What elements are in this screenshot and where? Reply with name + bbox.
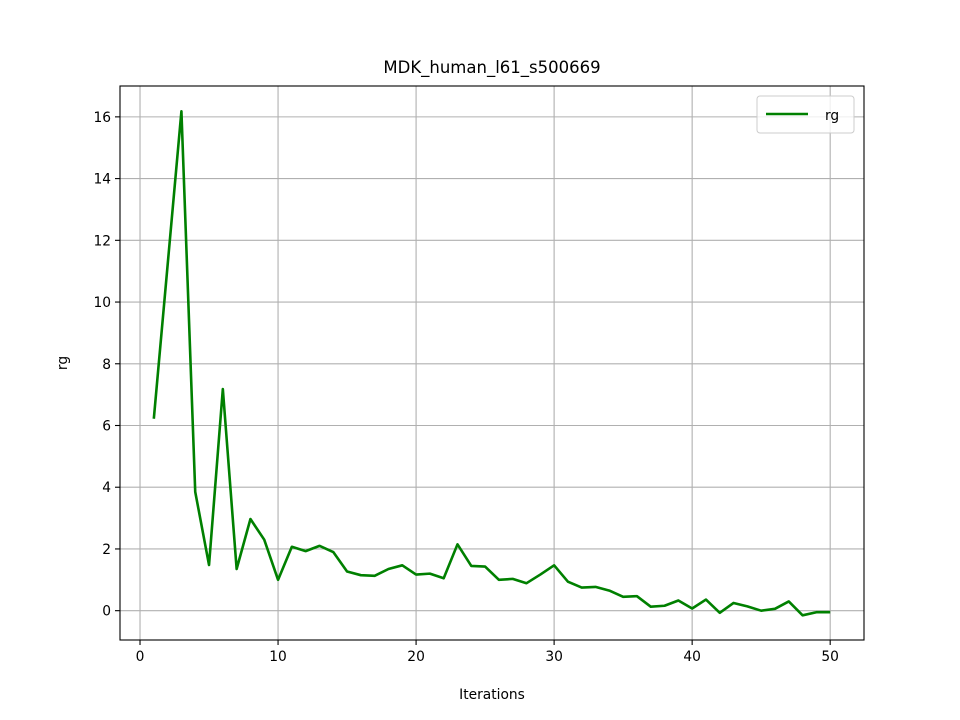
chart-title: MDK_human_l61_s500669 bbox=[383, 58, 600, 78]
series-line-rg bbox=[152, 110, 831, 617]
y-axis-label: rg bbox=[55, 356, 71, 370]
y-tick-label: 14 bbox=[93, 172, 111, 188]
x-tick-label: 10 bbox=[269, 649, 287, 665]
y-tick-label: 16 bbox=[93, 110, 111, 126]
grid-lines bbox=[120, 86, 864, 640]
y-tick-label: 0 bbox=[102, 604, 111, 620]
y-tick-label: 6 bbox=[102, 418, 111, 434]
y-tick-label: 2 bbox=[102, 542, 111, 558]
legend-label: rg bbox=[825, 108, 839, 124]
y-axis-ticks: 0 2 4 6 8 10 12 14 16 bbox=[93, 110, 120, 620]
legend: rg bbox=[756, 95, 855, 134]
x-tick-label: 40 bbox=[683, 649, 701, 665]
x-tick-label: 0 bbox=[136, 649, 145, 665]
x-tick-label: 50 bbox=[821, 649, 839, 665]
x-tick-label: 30 bbox=[545, 649, 563, 665]
plot-area-frame bbox=[119, 85, 865, 641]
y-tick-label: 4 bbox=[102, 480, 111, 496]
series-lines bbox=[152, 110, 831, 617]
y-tick-label: 12 bbox=[93, 233, 111, 249]
x-axis-label: Iterations bbox=[459, 687, 525, 703]
x-axis-ticks: 0 10 20 30 40 50 bbox=[136, 640, 839, 665]
y-tick-label: 8 bbox=[102, 357, 111, 373]
y-tick-label: 10 bbox=[93, 295, 111, 311]
x-tick-label: 20 bbox=[407, 649, 425, 665]
